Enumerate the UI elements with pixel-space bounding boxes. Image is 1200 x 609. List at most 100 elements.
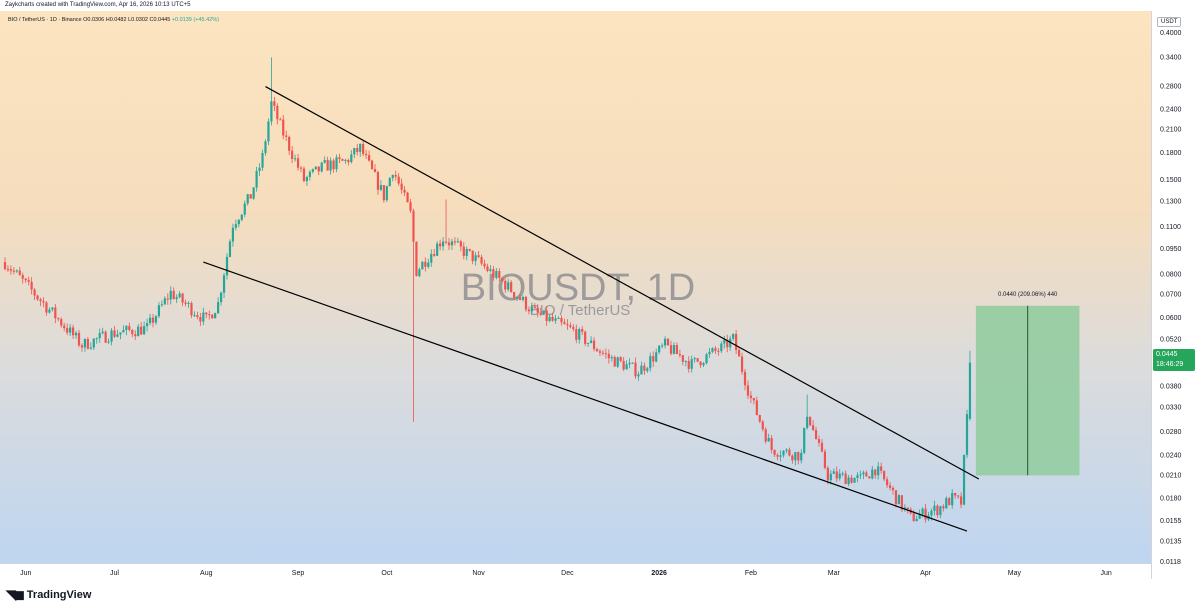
candle-body bbox=[850, 477, 853, 483]
time-label: Sep bbox=[292, 570, 305, 577]
candle-body bbox=[178, 293, 181, 298]
candle-body bbox=[743, 371, 747, 386]
candle-body bbox=[421, 261, 424, 270]
lower-trendline[interactable] bbox=[203, 261, 968, 532]
time-label: Apr bbox=[920, 570, 932, 577]
candle-body bbox=[122, 329, 125, 333]
candle-body bbox=[296, 158, 300, 168]
candle-body bbox=[740, 356, 744, 372]
symbol-name[interactable]: BIO / TetherUS · 1D · Binance bbox=[8, 17, 82, 23]
candle-body bbox=[128, 326, 131, 331]
candle-body bbox=[403, 189, 406, 193]
candle-body bbox=[640, 365, 643, 375]
candle-body bbox=[480, 257, 483, 264]
price-tick: 0.0950 bbox=[1160, 246, 1182, 253]
candle-body bbox=[151, 317, 155, 323]
ohlc-close: C0.0445 bbox=[149, 17, 171, 23]
candle-body bbox=[471, 250, 474, 262]
candle-body bbox=[134, 334, 137, 337]
candle-body bbox=[477, 255, 480, 258]
candle-body bbox=[951, 493, 954, 506]
candle-body bbox=[530, 306, 533, 312]
currency-badge[interactable]: USDT bbox=[1157, 17, 1182, 27]
candle-body bbox=[933, 505, 936, 511]
candle-body bbox=[80, 345, 84, 348]
candle-body bbox=[353, 147, 356, 155]
footer: ◥◼ TradingView bbox=[0, 579, 1200, 609]
candle-body bbox=[782, 450, 785, 456]
candle-body bbox=[291, 150, 294, 159]
candle-body bbox=[915, 518, 918, 522]
candles-group bbox=[3, 57, 972, 523]
candle-body bbox=[732, 334, 735, 339]
price-tick: 0.0155 bbox=[1160, 518, 1182, 525]
candle-body bbox=[758, 415, 761, 422]
price-chart[interactable]: BIOUSDT, 1D BIO / TetherUS 0.0440 (209.0… bbox=[0, 11, 1151, 579]
candle-body bbox=[98, 333, 101, 339]
candle-body bbox=[965, 414, 969, 455]
time-label: Mar bbox=[828, 570, 841, 577]
candle-body bbox=[332, 160, 335, 170]
upper-trendline[interactable] bbox=[265, 86, 980, 480]
time-label: Dec bbox=[561, 570, 574, 577]
candle-body bbox=[968, 362, 972, 419]
candle-body bbox=[513, 292, 516, 298]
candle-body bbox=[604, 353, 607, 355]
time-axis[interactable]: Jun Jul Aug Sep Oct Nov Dec 2026 Feb Mar Apr May Jun bbox=[0, 563, 1151, 580]
candle-body bbox=[954, 493, 957, 496]
candle-body bbox=[273, 101, 276, 106]
price-tick: 0.1300 bbox=[1160, 199, 1182, 206]
candle-body bbox=[219, 292, 223, 303]
candle-body bbox=[622, 360, 625, 370]
candle-body bbox=[444, 241, 448, 243]
candle-body bbox=[424, 261, 427, 267]
chart-pane[interactable] bbox=[0, 11, 1151, 579]
candle-body bbox=[347, 159, 350, 163]
candle-body bbox=[699, 361, 702, 366]
candle-body bbox=[285, 135, 288, 137]
candle-body bbox=[551, 316, 554, 321]
tradingview-logo[interactable]: ◥◼ TradingView bbox=[6, 587, 91, 603]
price-tick: 0.0380 bbox=[1160, 383, 1182, 390]
candle-body bbox=[427, 262, 430, 267]
candle-body bbox=[57, 318, 60, 320]
candle-body bbox=[344, 159, 347, 161]
candle-body bbox=[255, 170, 258, 188]
time-label: Nov bbox=[472, 570, 485, 577]
candle-body bbox=[145, 323, 149, 327]
candle-body bbox=[92, 338, 95, 348]
candle-body bbox=[637, 374, 640, 377]
candle-body bbox=[462, 246, 465, 256]
candle-body bbox=[681, 355, 684, 362]
candle-body bbox=[566, 324, 569, 326]
candle-body bbox=[569, 325, 572, 328]
candle-body bbox=[69, 327, 72, 333]
candle-body bbox=[862, 472, 865, 475]
candle-body bbox=[619, 357, 622, 361]
candle-body bbox=[246, 194, 249, 204]
candle-body bbox=[335, 157, 338, 170]
candle-body bbox=[430, 254, 433, 263]
candle-body bbox=[921, 508, 924, 515]
candle-body bbox=[222, 275, 226, 293]
candle-body bbox=[42, 301, 45, 303]
candle-body bbox=[962, 454, 966, 505]
candle-body bbox=[936, 505, 939, 516]
candle-body bbox=[391, 174, 394, 179]
candle-body bbox=[533, 306, 536, 309]
candle-body bbox=[575, 329, 578, 340]
candle-body bbox=[669, 345, 673, 354]
candle-body bbox=[388, 178, 391, 187]
candle-body bbox=[891, 487, 895, 491]
symbol-legend[interactable]: BIO / TetherUS · 1D · Binance O0.0306 H0… bbox=[8, 17, 219, 23]
candle-body bbox=[190, 302, 193, 316]
candle-body bbox=[959, 496, 963, 505]
time-label: 2026 bbox=[651, 570, 667, 577]
candle-body bbox=[930, 510, 933, 516]
candle-body bbox=[832, 471, 835, 474]
candle-body bbox=[856, 475, 859, 478]
candle-body bbox=[36, 295, 39, 300]
candle-body bbox=[764, 429, 767, 442]
candle-body bbox=[486, 266, 489, 271]
price-axis[interactable]: 0.4000 0.3400 0.2800 0.2400 0.2100 0.1800 0.15… bbox=[1151, 11, 1200, 579]
